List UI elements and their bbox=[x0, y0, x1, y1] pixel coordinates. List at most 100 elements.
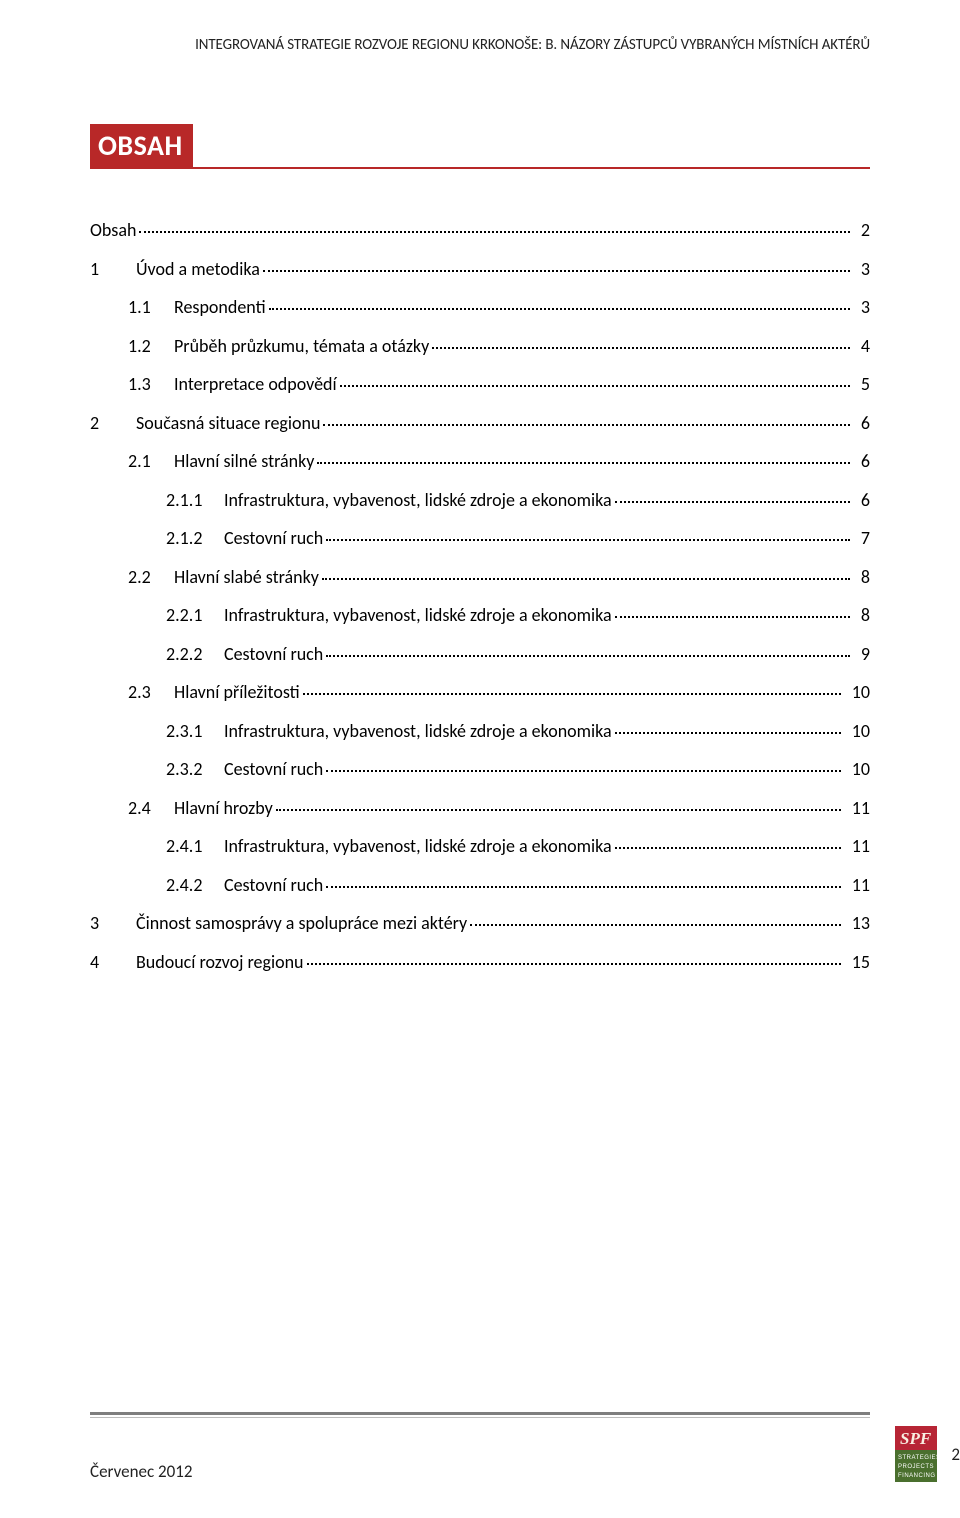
toc-page: 11 bbox=[844, 799, 870, 817]
toc-label: Cestovní ruch bbox=[224, 760, 323, 778]
toc-label: Cestovní ruch bbox=[224, 876, 323, 894]
toc-page: 8 bbox=[853, 606, 870, 624]
toc-page: 6 bbox=[853, 491, 870, 509]
toc-number: 2.1.1 bbox=[166, 491, 224, 509]
toc-number: 2.1.2 bbox=[166, 529, 224, 547]
toc-leader-dots bbox=[323, 424, 849, 426]
toc-row: 3Činnost samosprávy a spolupráce mezi ak… bbox=[90, 914, 870, 932]
toc-number: 2.2.2 bbox=[166, 645, 224, 663]
toc-label: Budoucí rozvoj regionu bbox=[136, 953, 304, 971]
toc-page: 6 bbox=[853, 452, 870, 470]
toc-row: 2.2Hlavní slabé stránky 8 bbox=[90, 568, 870, 586]
toc-leader-dots bbox=[432, 347, 850, 349]
toc-number: 3 bbox=[90, 914, 136, 932]
toc-row: 2.4.2Cestovní ruch 11 bbox=[90, 876, 870, 894]
toc-label: Infrastruktura, vybavenost, lidské zdroj… bbox=[224, 606, 612, 624]
toc-leader-dots bbox=[326, 886, 840, 888]
toc-leader-dots bbox=[139, 231, 849, 233]
toc-number: 2.2 bbox=[128, 568, 174, 586]
toc-page: 10 bbox=[844, 722, 870, 740]
toc-row: 2.2.2Cestovní ruch 9 bbox=[90, 645, 870, 663]
toc-leader-dots bbox=[317, 462, 849, 464]
toc-row: 2.2.1Infrastruktura, vybavenost, lidské … bbox=[90, 606, 870, 624]
toc-row: 2.1Hlavní silné stránky 6 bbox=[90, 452, 870, 470]
toc-row: 2Současná situace regionu 6 bbox=[90, 414, 870, 432]
toc-label: Infrastruktura, vybavenost, lidské zdroj… bbox=[224, 722, 612, 740]
toc-page: 13 bbox=[844, 914, 870, 932]
toc-page: 4 bbox=[853, 337, 870, 355]
toc-row: 2.3.2Cestovní ruch 10 bbox=[90, 760, 870, 778]
toc-row: Obsah 2 bbox=[90, 221, 870, 239]
toc-label: Hlavní silné stránky bbox=[174, 452, 314, 470]
toc-label: Respondenti bbox=[174, 298, 266, 316]
toc-leader-dots bbox=[322, 578, 850, 580]
footer-rule-thick bbox=[90, 1412, 870, 1415]
toc-number: 4 bbox=[90, 953, 136, 971]
toc-page: 3 bbox=[853, 298, 870, 316]
toc-leader-dots bbox=[307, 963, 841, 965]
toc-number: 2 bbox=[90, 414, 136, 432]
toc-label: Hlavní příležitosti bbox=[174, 683, 300, 701]
running-header: INTEGROVANÁ STRATEGIE ROZVOJE REGIONU KR… bbox=[90, 36, 870, 54]
toc-label: Průběh průzkumu, témata a otázky bbox=[174, 337, 429, 355]
toc-row: 2.3Hlavní příležitosti 10 bbox=[90, 683, 870, 701]
toc-leader-dots bbox=[615, 501, 850, 503]
obsah-heading-block: OBSAH bbox=[90, 124, 870, 169]
toc-page: 2 bbox=[853, 221, 870, 239]
toc-page: 7 bbox=[853, 529, 870, 547]
toc-row: 2.4Hlavní hrozby 11 bbox=[90, 799, 870, 817]
toc-number: 2.4.1 bbox=[166, 837, 224, 855]
toc-row: 1.2Průběh průzkumu, témata a otázky 4 bbox=[90, 337, 870, 355]
toc-leader-dots bbox=[615, 616, 850, 618]
toc-label: Obsah bbox=[90, 221, 136, 239]
toc-number: 2.1 bbox=[128, 452, 174, 470]
toc-leader-dots bbox=[263, 270, 850, 272]
spf-logo-top-text: SPF bbox=[900, 1429, 932, 1448]
spf-logo-line-2: FINANCING bbox=[898, 1473, 936, 1479]
toc-leader-dots bbox=[269, 308, 850, 310]
toc-number: 2.2.1 bbox=[166, 606, 224, 624]
toc-page: 15 bbox=[844, 953, 870, 971]
toc-number: 2.3.1 bbox=[166, 722, 224, 740]
toc-page: 5 bbox=[853, 375, 870, 393]
toc-row: 2.4.1Infrastruktura, vybavenost, lidské … bbox=[90, 837, 870, 855]
spf-logo-icon: SPF STRATEGIES PROJECTS FINANCING bbox=[895, 1426, 937, 1482]
toc-number: 2.3 bbox=[128, 683, 174, 701]
toc-row: 2.3.1Infrastruktura, vybavenost, lidské … bbox=[90, 722, 870, 740]
toc-row: 2.1.2Cestovní ruch 7 bbox=[90, 529, 870, 547]
toc-leader-dots bbox=[615, 847, 841, 849]
toc-page: 6 bbox=[853, 414, 870, 432]
toc-leader-dots bbox=[340, 385, 850, 387]
toc-leader-dots bbox=[615, 732, 841, 734]
table-of-contents: Obsah 21Úvod a metodika 31.1Respondenti … bbox=[90, 221, 870, 971]
toc-row: 1.1Respondenti 3 bbox=[90, 298, 870, 316]
spf-logo-line-1: PROJECTS bbox=[898, 1464, 934, 1470]
footer-page-number: 2 bbox=[951, 1444, 960, 1465]
toc-leader-dots bbox=[303, 693, 841, 695]
toc-label: Infrastruktura, vybavenost, lidské zdroj… bbox=[224, 491, 612, 509]
toc-number: 1 bbox=[90, 260, 136, 278]
toc-leader-dots bbox=[326, 539, 850, 541]
toc-label: Cestovní ruch bbox=[224, 529, 323, 547]
page-footer: Červenec 2012 SPF STRATEGIES PROJECTS FI… bbox=[90, 1412, 960, 1482]
toc-label: Interpretace odpovědí bbox=[174, 375, 337, 393]
toc-number: 2.4.2 bbox=[166, 876, 224, 894]
toc-page: 9 bbox=[853, 645, 870, 663]
toc-number: 1.1 bbox=[128, 298, 174, 316]
toc-label: Cestovní ruch bbox=[224, 645, 323, 663]
toc-number: 1.2 bbox=[128, 337, 174, 355]
toc-leader-dots bbox=[326, 655, 850, 657]
toc-label: Úvod a metodika bbox=[136, 260, 260, 278]
toc-page: 8 bbox=[853, 568, 870, 586]
toc-page: 11 bbox=[844, 876, 870, 894]
toc-leader-dots bbox=[470, 924, 841, 926]
toc-row: 2.1.1Infrastruktura, vybavenost, lidské … bbox=[90, 491, 870, 509]
toc-number: 2.4 bbox=[128, 799, 174, 817]
toc-label: Hlavní slabé stránky bbox=[174, 568, 319, 586]
toc-row: 1.3Interpretace odpovědí 5 bbox=[90, 375, 870, 393]
toc-label: Činnost samosprávy a spolupráce mezi akt… bbox=[136, 914, 467, 932]
toc-number: 2.3.2 bbox=[166, 760, 224, 778]
toc-leader-dots bbox=[326, 770, 840, 772]
toc-label: Současná situace regionu bbox=[136, 414, 320, 432]
toc-page: 3 bbox=[853, 260, 870, 278]
